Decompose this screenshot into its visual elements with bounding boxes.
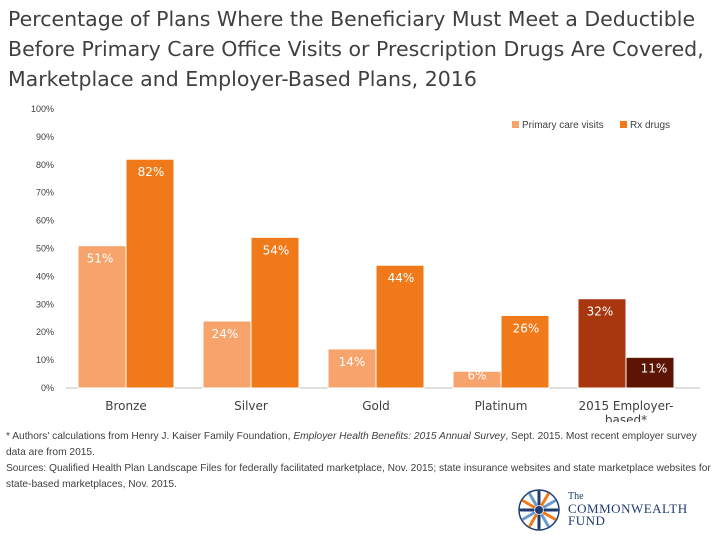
- title-line-3: Marketplace and Employer-Based Plans, 20…: [8, 67, 477, 91]
- logo-line-1: The: [568, 491, 584, 502]
- category-label: Gold: [362, 399, 390, 413]
- bars-group: 51% 82% 24% 54% 14% 44% 6% 26% 32% 11%: [77, 158, 675, 389]
- title-line-2: Before Primary Care Office Visits or Pre…: [8, 37, 704, 61]
- bar-rx-drugs: [125, 158, 175, 389]
- logo-text: The COMMONWEALTH FUND: [568, 491, 688, 527]
- bar-rx-drugs: [625, 356, 675, 389]
- data-label: 11%: [641, 361, 668, 375]
- legend-label: Rx drugs: [630, 120, 670, 131]
- legend-swatch: [620, 121, 627, 128]
- note-survey-title: Employer Health Benefits: 2015 Annual Su…: [293, 431, 506, 442]
- legend-swatch: [512, 121, 519, 128]
- y-tick-label: 30%: [36, 299, 54, 309]
- footnote-sources: Sources: Qualified Health Plan Landscape…: [6, 463, 711, 490]
- y-tick-label: 70%: [36, 188, 54, 198]
- footnote-note: * Authors' calculations from Henry J. Ka…: [6, 429, 714, 461]
- y-tick-label: 100%: [31, 104, 54, 114]
- bar-primary-care: [577, 298, 627, 389]
- bar-rx-drugs: [250, 236, 300, 389]
- logo-emblem-icon: [518, 489, 560, 531]
- note-pre: * Authors' calculations from Henry J. Ka…: [6, 431, 294, 442]
- y-tick-label: 20%: [36, 327, 54, 337]
- category-label: Bronze: [105, 399, 147, 413]
- y-tick-label: 10%: [36, 355, 54, 365]
- category-label: 2015 Employer-: [579, 399, 674, 413]
- bar-chart: 0% 10% 20% 30% 40% 50% 60% 70% 80% 90% 100% 51% 82%…: [31, 104, 700, 422]
- data-label: 14%: [339, 355, 366, 369]
- y-tick-label: 40%: [36, 271, 54, 281]
- footnote: * Authors' calculations from Henry J. Ka…: [6, 429, 714, 493]
- data-label: 54%: [263, 243, 290, 257]
- category-labels: Bronze Silver Gold Platinum 2015 Employer-ba…: [105, 399, 673, 422]
- data-label: 24%: [212, 327, 239, 341]
- bar-rx-drugs: [500, 314, 550, 389]
- title-line-1: Percentage of Plans Where the Beneficiar…: [8, 7, 696, 31]
- y-axis: 0% 10% 20% 30% 40% 50% 60% 70% 80% 90% 100%: [31, 104, 54, 393]
- y-tick-label: 0%: [41, 383, 54, 393]
- y-tick-label: 50%: [36, 244, 54, 254]
- logo-line-2: COMMONWEALTH: [568, 501, 688, 516]
- legend-label: Primary care visits: [522, 120, 604, 131]
- data-label: 6%: [467, 368, 486, 382]
- category-label: Silver: [234, 399, 268, 413]
- data-label: 82%: [138, 165, 165, 179]
- category-label: Platinum: [475, 399, 528, 413]
- data-label: 44%: [388, 271, 415, 285]
- bar-primary-care: [77, 245, 127, 389]
- chart-title: Percentage of Plans Where the Beneficiar…: [8, 4, 714, 94]
- legend: Primary care visits Rx drugs: [512, 120, 670, 131]
- y-tick-label: 90%: [36, 132, 54, 142]
- data-label: 32%: [587, 305, 614, 319]
- y-tick-label: 80%: [36, 160, 54, 170]
- note-post: , Sept. 2015. Most recent employer surve…: [6, 431, 697, 458]
- data-label: 26%: [513, 321, 540, 335]
- data-label: 51%: [87, 252, 114, 266]
- y-tick-label: 60%: [36, 216, 54, 226]
- commonwealth-fund-logo: The COMMONWEALTH FUND: [514, 485, 714, 537]
- category-label: based*: [605, 413, 647, 422]
- bar-rx-drugs: [375, 264, 425, 389]
- logo-line-3: FUND: [568, 513, 606, 528]
- bar-primary-care: [327, 348, 377, 389]
